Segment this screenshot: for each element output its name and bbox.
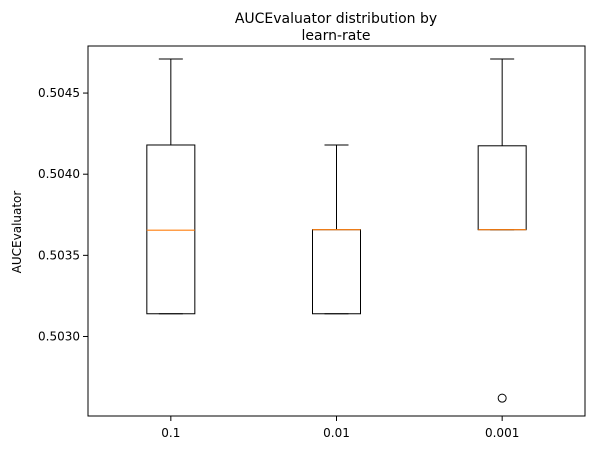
box — [147, 145, 195, 314]
axes-frame — [88, 46, 585, 416]
plot-area: 0.5030 0.5035 0.5040 0.5045 0.1 0.01 0.001 — [38, 46, 585, 440]
outlier-point — [498, 394, 506, 402]
box — [313, 230, 361, 314]
y-axis-label: AUCEvaluator — [10, 191, 24, 274]
y-tick-label: 0.5045 — [38, 86, 80, 100]
y-tick-label: 0.5035 — [38, 248, 80, 262]
chart-title-line-2: learn-rate — [302, 28, 371, 44]
y-tick-label: 0.5030 — [38, 329, 80, 343]
box — [478, 146, 526, 230]
x-tick-label: 0.1 — [161, 426, 180, 440]
chart-title-line-1: AUCEvaluator distribution by — [235, 11, 437, 27]
y-tick-label: 0.5040 — [38, 167, 80, 181]
x-tick-label: 0.001 — [485, 426, 519, 440]
x-tick-label: 0.01 — [323, 426, 350, 440]
